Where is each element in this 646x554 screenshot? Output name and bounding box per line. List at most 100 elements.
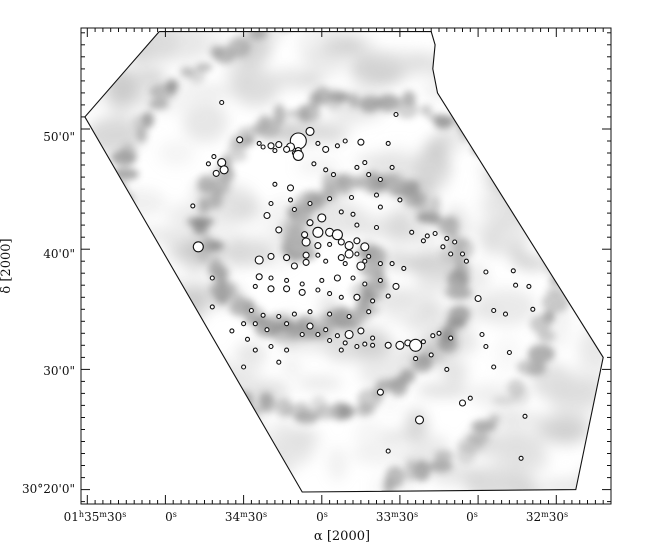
x-tick-label: 33m30s [376,510,418,525]
emission-blob [462,219,495,236]
emission-arm-blob [441,215,460,237]
emission-blob [344,210,386,237]
source-marker [350,275,356,281]
source-marker [373,224,380,231]
source-marker [354,164,360,170]
source-marker [357,327,365,335]
source-marker [209,304,215,310]
source-marker [284,277,290,283]
emission-arm-blob [383,476,395,492]
emission-blob [415,384,471,397]
source-marker [513,282,519,288]
emission-blob [381,249,412,270]
source-marker [467,395,473,401]
y-axis-title: δ [2000] [0,238,14,293]
source-marker [254,255,264,265]
source-marker [327,196,333,202]
source-marker [323,167,329,173]
source-marker [305,126,315,136]
source-marker [346,313,352,320]
source-marker [356,261,366,271]
emission-arm-blob [375,96,403,108]
emission-arm-blob [188,68,206,84]
source-marker [229,328,235,334]
emission-blob [443,361,469,385]
source-marker [290,262,298,270]
source-marker [370,342,376,348]
source-marker [327,241,333,247]
source-marker [219,165,229,175]
source-marker [370,298,376,304]
source-marker [377,176,383,183]
source-marker [276,313,282,320]
source-marker [463,258,469,264]
source-marker [244,336,251,342]
source-marker [342,138,348,144]
emission-blob [319,125,347,145]
x-tick-label: 0s [165,510,177,525]
source-marker [409,338,423,352]
source-marker [384,341,392,349]
source-marker [275,226,283,234]
emission-arm-blob [186,216,215,227]
emission-blob [564,359,604,396]
source-marker [312,226,324,238]
survey-outline [84,31,604,493]
source-marker [255,273,263,281]
source-marker [385,448,391,454]
emission-blob [182,100,228,143]
source-marker [299,331,305,338]
source-marker [306,322,314,330]
emission-blob [283,357,301,377]
source-marker [315,140,321,146]
source-marker [323,258,329,264]
source-marker [377,277,383,283]
source-marker [510,268,516,274]
source-marker [267,285,275,293]
source-marker [385,140,391,146]
source-marker [302,258,310,266]
x-tick-label: 01h35m30s [64,510,127,525]
source-marker [260,144,266,150]
emission-blob [272,68,307,90]
emission-blob [354,152,413,170]
emission-arm-blob [530,315,551,334]
source-marker [362,281,368,287]
source-marker [334,333,340,339]
source-marker [272,148,278,154]
emission-arm-blob [354,403,372,417]
source-marker [342,340,348,346]
emission-arm-blob [119,143,137,164]
source-marker [315,287,321,293]
source-marker [483,269,489,275]
y-tick-label: 30°20'0" [22,482,75,496]
emission-arm-blob [200,197,214,213]
source-marker [301,237,311,247]
source-marker [317,213,327,223]
emission-arm-blob [209,280,237,299]
emission-arm-blob [434,450,454,462]
source-marker [307,309,313,315]
emission-arm-blob [231,293,247,314]
source-marker [357,138,365,146]
emission-arm-blob [336,174,352,191]
emission-arm-blob [516,359,544,376]
emission-blob [139,69,167,84]
source-marker [301,231,309,239]
source-marker [444,235,450,241]
source-marker [366,309,372,315]
emission-arm-blob [252,31,269,39]
source-marker [342,261,348,267]
emission-blob [393,229,439,244]
source-marker [389,164,395,170]
source-marker [283,254,291,262]
emission-blob [475,180,494,217]
source-marker [284,347,290,353]
source-marker [483,343,489,350]
source-marker [506,349,512,356]
source-marker [302,251,310,259]
source-marker [530,306,536,312]
source-marker [241,321,247,327]
source-marker [389,261,395,267]
source-marker [397,197,403,203]
